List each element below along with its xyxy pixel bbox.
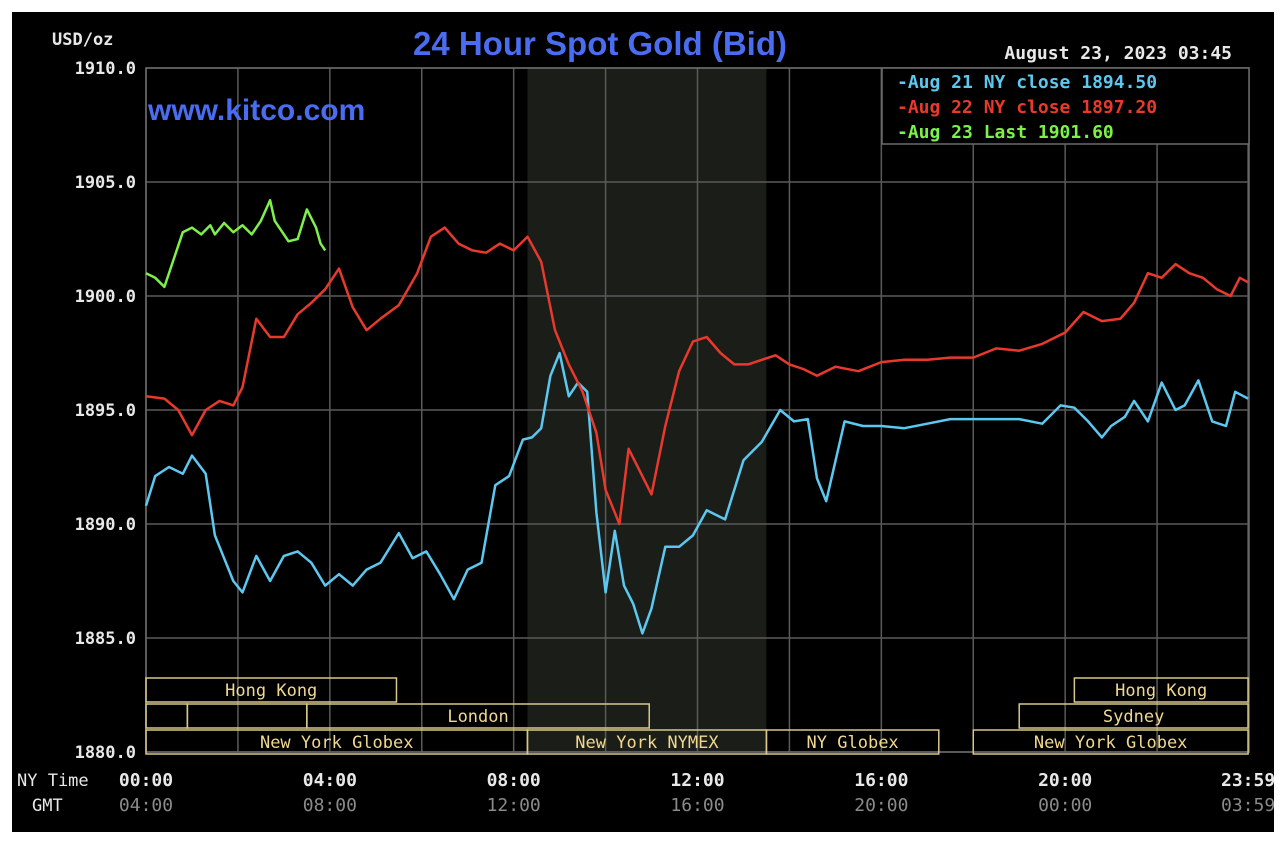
legend-entry: -Aug 23 Last 1901.60 bbox=[897, 122, 1114, 143]
y-tick-label: 1890.0 bbox=[75, 515, 136, 535]
x-tick-label-gmt: 20:00 bbox=[854, 795, 908, 816]
x-tick-label-gmt: 00:00 bbox=[1038, 795, 1092, 816]
x-tick-label-ny: 12:00 bbox=[670, 770, 724, 791]
legend-entry: -Aug 22 NY close 1897.20 bbox=[897, 97, 1157, 118]
plot-border bbox=[145, 67, 1250, 753]
session-bar bbox=[145, 677, 398, 703]
y-tick-label: 1895.0 bbox=[75, 401, 136, 421]
session-label: New York Globex bbox=[1034, 733, 1188, 753]
legend-entry: -Aug 21 NY close 1894.50 bbox=[897, 72, 1157, 93]
y-tick-label: 1900.0 bbox=[75, 287, 136, 307]
session-label: NY Globex bbox=[807, 733, 899, 753]
x-tick-label-ny: 23:59 bbox=[1221, 770, 1274, 791]
series-line-3 bbox=[145, 198, 327, 289]
x-tick-label-ny: 04:00 bbox=[303, 770, 357, 791]
x-tick-label-ny: 16:00 bbox=[854, 770, 908, 791]
y-tick-label: 1910.0 bbox=[75, 59, 136, 79]
x-tick-label-gmt: 03:59 bbox=[1221, 795, 1274, 816]
session-bar bbox=[306, 703, 650, 729]
session-bar bbox=[765, 729, 940, 755]
y-tick-label: 1905.0 bbox=[75, 173, 136, 193]
session-label: New York Globex bbox=[260, 733, 414, 753]
x-tick-label-gmt: 16:00 bbox=[670, 795, 724, 816]
gold-price-chart: 1880.0 1885.0 1890.0 1895.0 1900.0 1905.0 1910… bbox=[12, 12, 1274, 832]
chart-canvas: 1880.0 1885.0 1890.0 1895.0 1900.0 1905.0 1910… bbox=[12, 12, 1274, 832]
x-tick-label-gmt: 08:00 bbox=[303, 795, 357, 816]
series-line-1 bbox=[144, 351, 1249, 635]
session-label: Hong Kong bbox=[1115, 681, 1207, 701]
x-tick-label-ny: 20:00 bbox=[1038, 770, 1092, 791]
chart-title: 24 Hour Spot Gold (Bid) bbox=[413, 25, 787, 62]
y-tick-label: 1880.0 bbox=[75, 743, 136, 763]
ny-time-row-label: NY Time bbox=[17, 771, 89, 791]
session-bar bbox=[1018, 703, 1249, 729]
session-label: New York NYMEX bbox=[575, 733, 719, 753]
y-tick-label: 1885.0 bbox=[75, 629, 136, 649]
x-tick-label-ny: 08:00 bbox=[487, 770, 541, 791]
session-label: Hong Kong bbox=[225, 681, 317, 701]
session-label: Sydney bbox=[1103, 707, 1164, 727]
session-label: London bbox=[447, 707, 508, 727]
gmt-row-label: GMT bbox=[32, 796, 63, 816]
series-line-2 bbox=[145, 226, 1249, 526]
x-tick-label-ny: 00:00 bbox=[119, 770, 173, 791]
chart-timestamp: August 23, 2023 03:45 bbox=[1004, 43, 1232, 64]
session-bar bbox=[972, 729, 1249, 755]
y-axis-unit-label: USD/oz bbox=[52, 30, 113, 50]
x-tick-label-gmt: 04:00 bbox=[119, 795, 173, 816]
x-tick-label-gmt: 12:00 bbox=[487, 795, 541, 816]
kitco-watermark: www.kitco.com bbox=[147, 94, 365, 127]
session-bar bbox=[1073, 677, 1249, 703]
legend-box bbox=[881, 67, 1250, 145]
